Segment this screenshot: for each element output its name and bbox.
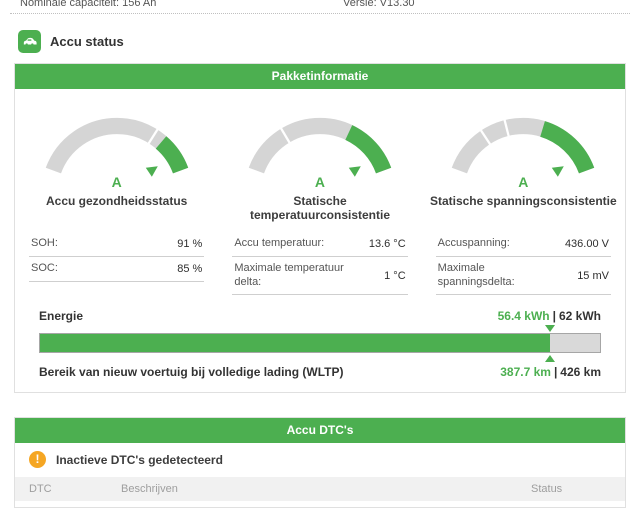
range-marker-icon — [545, 355, 556, 363]
voltage-gauge-label: Statische spanningsconsistentie — [429, 194, 617, 208]
battery-temperature-row: Accu temperatuur: 13.6 °C — [232, 232, 408, 257]
health-gauge-label: Accu gezondheidsstatus — [45, 194, 188, 208]
battery-temperature-value: 13.6 °C — [368, 237, 406, 250]
energy-header-row: Energie 56.4 kWh | 62 kWh — [39, 309, 601, 323]
temperature-gauge-arc — [224, 99, 415, 182]
energy-label: Energie — [39, 309, 84, 324]
page-title: Accu status — [50, 34, 124, 49]
top-info-bar: Nominale capaciteit: 156 Ah Versie: V13.… — [10, 0, 630, 14]
energy-progress-bar — [39, 333, 601, 354]
dtc-column-header-description: Beschrijven — [121, 483, 178, 496]
app-header: Accu status — [18, 30, 640, 53]
range-label: Bereik van nieuw voertuig bij volledige … — [39, 365, 344, 380]
nominal-capacity-text: Nominale capaciteit: 156 Ah — [20, 0, 157, 9]
dtc-panel-title: Accu DTC's — [15, 418, 625, 444]
battery-temperature-label: Accu temperatuur: — [234, 237, 325, 249]
health-gauge: A Accu gezondheidsstatus — [15, 89, 218, 222]
soh-value: 91 % — [177, 237, 203, 250]
battery-voltage-row: Accuspanning: 436.00 V — [435, 232, 611, 257]
value-separator: | — [552, 309, 556, 324]
soh-row: SOH: 91 % — [29, 232, 205, 257]
dtc-notice: ! Inactieve DTC's gedetecteerd — [15, 443, 625, 477]
health-stats: SOH: 91 % SOC: 85 % — [15, 232, 218, 295]
warning-icon: ! — [29, 451, 46, 469]
dtc-notice-text: Inactieve DTC's gedetecteerd — [56, 452, 223, 467]
soc-row: SOC: 85 % — [29, 257, 205, 282]
dtc-column-header-status: Status — [531, 483, 563, 496]
voltage-stats: Accuspanning: 436.00 V Maximale spanning… — [422, 232, 625, 296]
energy-values: 56.4 kWh | 62 kWh — [498, 309, 601, 323]
soc-label: SOC: — [31, 261, 58, 274]
range-marker-row — [39, 353, 601, 363]
soh-label: SOH: — [31, 237, 58, 249]
health-grade: A — [111, 174, 122, 190]
stats-row: SOH: 91 % SOC: 85 % Accu temperatuur: 13… — [15, 222, 625, 296]
voltage-delta-value: 15 mV — [577, 269, 609, 282]
temperature-grade: A — [314, 174, 326, 190]
energy-marker-row — [39, 323, 601, 333]
dtc-table-header: DTC Beschrijven Status — [15, 477, 625, 502]
range-current-value: 387.7 km — [500, 365, 551, 380]
soc-value: 85 % — [177, 262, 203, 275]
temperature-stats: Accu temperatuur: 13.6 °C Maximale tempe… — [218, 232, 421, 296]
battery-voltage-label: Accuspanning: — [437, 237, 510, 249]
dtc-table-body — [15, 501, 625, 508]
voltage-delta-row: Maximale spanningsdelta: 15 mV — [435, 257, 611, 296]
energy-total-value: 62 kWh — [558, 309, 601, 324]
temperature-gauge-label: Statische temperatuurconsistentie — [249, 194, 391, 222]
voltage-consistency-gauge: A Statische spanningsconsistentie — [422, 89, 625, 222]
energy-current-value: 56.4 kWh — [497, 309, 550, 324]
temperature-delta-row: Maximale temperatuur delta: 1 °C — [232, 257, 408, 296]
value-separator: | — [553, 365, 558, 380]
package-info-panel: Pakketinformatie A Accu gezondheidsstatu… — [14, 63, 626, 394]
voltage-grade: A — [518, 174, 529, 190]
range-total-value: 426 km — [560, 365, 601, 380]
dtc-column-header-code: DTC — [29, 483, 52, 496]
package-panel-title: Pakketinformatie — [15, 64, 625, 89]
version-text: Versie: V13.30 — [343, 0, 415, 9]
car-logo-icon — [18, 30, 41, 53]
gauges-row: A Accu gezondheidsstatus A Statische tem… — [15, 89, 625, 222]
temperature-consistency-gauge: A Statische temperatuurconsistentie — [218, 89, 421, 222]
temperature-delta-label: Maximale temperatuur delta: — [234, 261, 344, 288]
health-gauge-arc — [21, 99, 212, 182]
voltage-delta-label: Maximale spanningsdelta: — [437, 261, 515, 288]
dtc-panel: Accu DTC's ! Inactieve DTC's gedetecteer… — [14, 417, 626, 508]
energy-progress-fill — [40, 334, 550, 353]
range-values: 387.7 km | 426 km — [500, 365, 601, 379]
energy-marker-icon — [545, 325, 556, 333]
temperature-delta-value: 1 °C — [384, 269, 406, 282]
energy-section: Energie 56.4 kWh | 62 kWh Bereik van nieuw… — [15, 295, 625, 392]
voltage-gauge-arc — [428, 99, 619, 182]
battery-voltage-value: 436.00 V — [564, 237, 609, 250]
range-row: Bereik van nieuw voertuig bij volledige … — [39, 365, 601, 379]
